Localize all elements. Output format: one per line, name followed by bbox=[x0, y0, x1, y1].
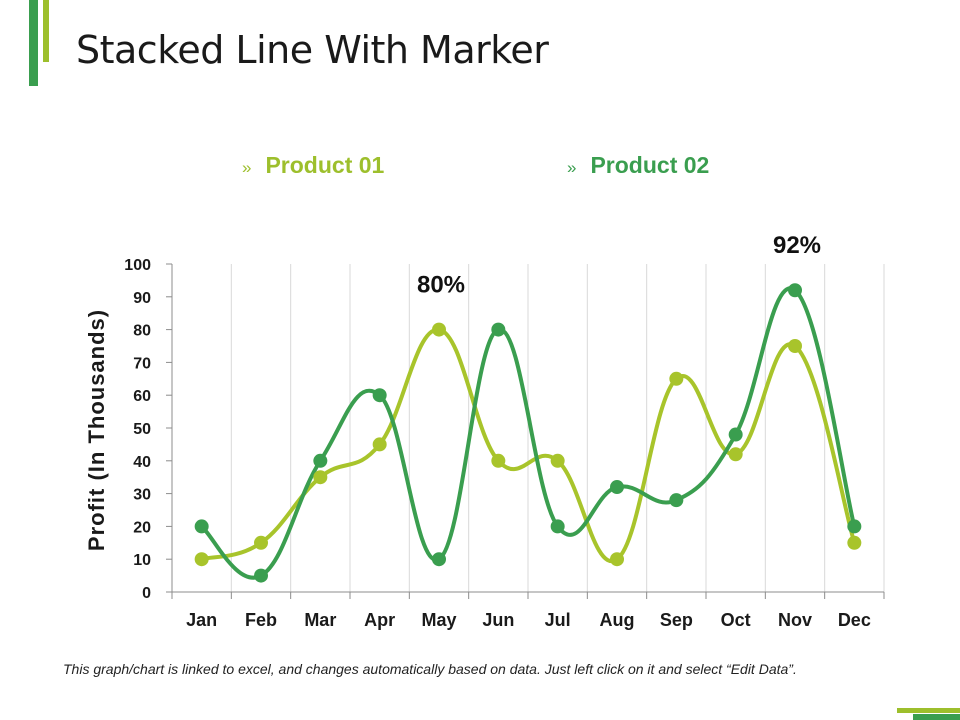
footnote: This graph/chart is linked to excel, and… bbox=[63, 661, 797, 677]
data-point-series-1 bbox=[550, 453, 565, 468]
legend-item-product-02: » Product 02 bbox=[567, 152, 709, 179]
x-tick-label: Jul bbox=[545, 610, 571, 630]
x-tick-label: Oct bbox=[721, 610, 751, 630]
y-tick-label: 60 bbox=[133, 388, 151, 405]
x-tick-label: Jan bbox=[186, 610, 217, 630]
x-tick-label: Aug bbox=[600, 610, 635, 630]
x-tick-label: Nov bbox=[778, 610, 812, 630]
legend-bullet-icon: » bbox=[567, 158, 577, 177]
data-point-series-2 bbox=[788, 283, 802, 298]
data-point-series-1 bbox=[372, 437, 387, 452]
legend-bullet-icon: » bbox=[242, 158, 252, 177]
y-tick-label: 90 bbox=[133, 290, 151, 307]
x-tick-label: Dec bbox=[838, 610, 871, 630]
data-point-series-2 bbox=[372, 388, 387, 403]
data-point-series-1 bbox=[610, 552, 624, 567]
data-point-series-2 bbox=[432, 552, 446, 567]
y-tick-label: 70 bbox=[133, 355, 151, 372]
data-point-series-2 bbox=[610, 480, 624, 495]
x-tick-label: Jun bbox=[482, 610, 514, 630]
y-tick-label: 100 bbox=[124, 257, 151, 274]
data-point-series-1 bbox=[669, 371, 684, 386]
data-point-series-2 bbox=[313, 453, 328, 468]
data-point-series-1 bbox=[254, 535, 268, 550]
data-label-annotation: 92% bbox=[773, 232, 821, 259]
data-point-series-1 bbox=[788, 339, 802, 353]
y-tick-label: 50 bbox=[133, 421, 151, 438]
x-tick-label: May bbox=[421, 610, 456, 630]
corner-bar-light bbox=[897, 708, 960, 713]
data-point-series-1 bbox=[728, 447, 743, 462]
data-point-series-2 bbox=[194, 519, 209, 534]
data-point-series-2 bbox=[550, 519, 565, 534]
legend-label: Product 02 bbox=[590, 152, 710, 178]
y-tick-label: 0 bbox=[142, 585, 151, 602]
data-point-series-2 bbox=[669, 493, 684, 508]
data-point-series-1 bbox=[491, 453, 506, 468]
data-point-series-2 bbox=[491, 322, 506, 337]
data-point-series-2 bbox=[728, 427, 743, 442]
accent-bar-dark bbox=[29, 0, 38, 86]
data-point-series-1 bbox=[847, 535, 862, 550]
x-tick-label: Apr bbox=[364, 610, 395, 630]
x-tick-label: Feb bbox=[245, 610, 277, 630]
y-tick-label: 30 bbox=[133, 487, 151, 504]
data-label-annotation: 80% bbox=[417, 272, 465, 299]
data-point-series-1 bbox=[432, 322, 446, 337]
x-tick-label: Mar bbox=[304, 610, 336, 630]
y-tick-label: 40 bbox=[133, 454, 151, 471]
y-tick-label: 10 bbox=[133, 552, 151, 569]
accent-bar-light bbox=[43, 0, 49, 62]
data-point-series-2 bbox=[847, 519, 862, 534]
y-tick-label: 20 bbox=[133, 519, 151, 536]
x-tick-label: Sep bbox=[660, 610, 693, 630]
legend-item-product-01: » Product 01 bbox=[242, 152, 384, 179]
y-tick-label: 80 bbox=[133, 323, 151, 340]
data-point-series-2 bbox=[254, 568, 268, 583]
y-axis-title: Profit (In Thousands) bbox=[84, 309, 109, 551]
data-point-series-1 bbox=[194, 552, 209, 567]
corner-bar-dark bbox=[913, 714, 960, 720]
slide-title: Stacked Line With Marker bbox=[76, 28, 549, 72]
legend-label: Product 01 bbox=[265, 152, 385, 178]
data-point-series-1 bbox=[313, 470, 328, 485]
